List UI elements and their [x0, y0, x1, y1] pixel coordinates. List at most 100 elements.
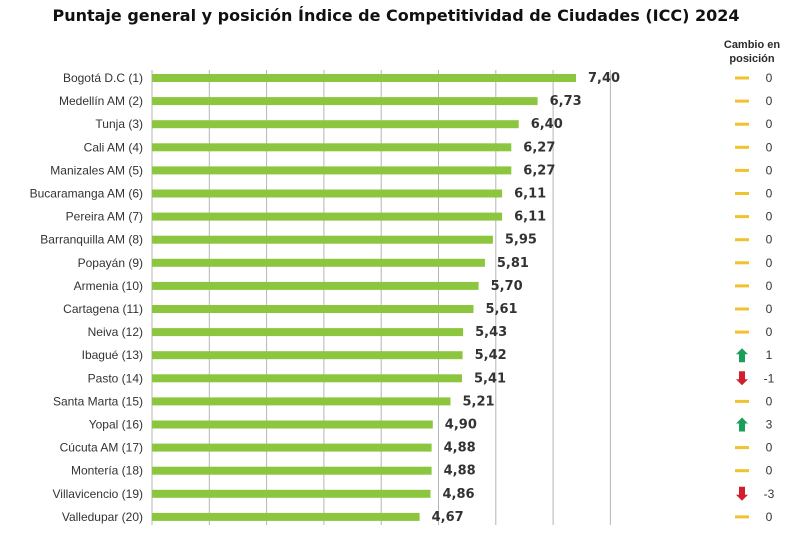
dash-icon: [735, 238, 749, 242]
chart-row: Valledupar (20) 4,67 0: [62, 510, 773, 525]
bar: [152, 281, 479, 290]
dash-icon: [735, 215, 749, 219]
dash-icon: [735, 515, 749, 519]
bar: [152, 512, 420, 521]
bar: [152, 443, 432, 452]
category-label: Pasto (14): [88, 371, 143, 385]
position-change-value: 0: [766, 117, 773, 131]
dash-icon: [735, 99, 749, 103]
bar: [152, 212, 503, 221]
chart-row: Villavicencio (19) 4,86 -3: [53, 486, 775, 502]
bar: [152, 166, 512, 175]
value-label: 5,41: [474, 371, 506, 386]
position-change-value: 0: [766, 394, 773, 408]
category-label: Bogotá D.C (1): [63, 71, 143, 85]
change-header-line2: posición: [729, 53, 775, 65]
gridlines: [151, 70, 611, 525]
dash-icon: [735, 284, 749, 288]
value-label: 6,11: [514, 210, 546, 225]
chart-row: Pereira AM (7) 6,11 0: [66, 210, 773, 225]
category-label: Cúcuta AM (17): [60, 441, 143, 455]
dash-icon: [735, 446, 749, 450]
bar: [152, 235, 493, 244]
bar: [152, 74, 576, 82]
dash-icon: [735, 330, 749, 334]
chart-row: Montería (18) 4,88 0: [71, 464, 773, 479]
dash-icon: [735, 261, 749, 265]
chart-row: Cartagena (11) 5,61 0: [63, 302, 772, 317]
value-label: 4,90: [445, 418, 477, 433]
value-label: 5,95: [505, 233, 537, 248]
value-label: 5,81: [497, 256, 529, 271]
bar: [152, 189, 503, 198]
chart-row: Cali AM (4) 6,27 0: [84, 140, 773, 155]
chart-row: Barranquilla AM (8) 5,95 0: [40, 233, 772, 248]
bar: [152, 120, 519, 129]
bar: [152, 466, 432, 475]
change-header-line1: Cambio en: [724, 39, 781, 51]
chart-row: Ibagué (13) 5,42 1: [82, 348, 773, 363]
value-label: 6,40: [531, 117, 563, 132]
position-change-value: 0: [766, 187, 773, 201]
position-change-value: 0: [766, 140, 773, 154]
category-label: Barranquilla AM (8): [40, 233, 143, 247]
bar: [152, 97, 538, 106]
value-label: 4,86: [443, 487, 475, 502]
dash-icon: [735, 399, 749, 403]
category-label: Armenia (10): [74, 279, 143, 293]
arrow-down-icon: [736, 371, 748, 386]
chart-row: Manizales AM (5) 6,27 0: [50, 163, 772, 178]
chart-title: Puntaje general y posición Índice de Com…: [52, 6, 739, 25]
value-label: 5,42: [475, 348, 507, 363]
position-change-value: 0: [766, 325, 773, 339]
dash-icon: [735, 145, 749, 149]
value-label: 6,73: [550, 94, 582, 109]
value-label: 6,11: [514, 187, 546, 202]
position-change-value: 0: [766, 441, 773, 455]
value-label: 6,27: [523, 163, 555, 178]
position-change-value: 0: [766, 302, 773, 316]
position-change-value: 0: [766, 256, 773, 270]
position-change-value: -3: [764, 487, 775, 501]
bar: [152, 351, 463, 360]
category-label: Pereira AM (7): [66, 210, 143, 224]
chart-row: Pasto (14) 5,41 -1: [88, 371, 775, 386]
value-label: 4,88: [444, 464, 476, 479]
category-label: Bucaramanga AM (6): [30, 187, 143, 201]
value-label: 7,40: [588, 71, 620, 86]
position-change-value: 0: [766, 464, 773, 478]
dash-icon: [735, 76, 749, 80]
dash-icon: [735, 469, 749, 473]
chart-row: Medellín AM (2) 6,73 0: [59, 94, 773, 109]
chart-row: Neiva (12) 5,43 0: [88, 325, 773, 340]
category-label: Valledupar (20): [62, 510, 143, 524]
position-change-value: 1: [766, 348, 773, 362]
value-label: 6,27: [523, 140, 555, 155]
category-label: Yopal (16): [89, 418, 143, 432]
position-change-value: 0: [766, 510, 773, 524]
category-label: Popayán (9): [78, 256, 143, 270]
chart-row: Santa Marta (15) 5,21 0: [53, 394, 773, 409]
position-change-value: -1: [764, 371, 775, 385]
category-label: Villavicencio (19): [53, 487, 144, 501]
position-change-value: 3: [766, 418, 773, 432]
dash-icon: [735, 307, 749, 311]
value-label: 5,70: [491, 279, 523, 294]
dash-icon: [735, 168, 749, 172]
value-label: 4,67: [432, 510, 464, 525]
position-change-value: 0: [766, 279, 773, 293]
bar: [152, 489, 431, 498]
bar: [152, 258, 485, 267]
category-label: Ibagué (13): [82, 348, 143, 362]
chart-row: Popayán (9) 5,81 0: [78, 256, 773, 271]
chart-row: Tunja (3) 6,40 0: [95, 117, 772, 132]
bar: [152, 328, 464, 337]
category-label: Cali AM (4): [84, 140, 143, 154]
chart-row: Bucaramanga AM (6) 6,11 0: [30, 187, 773, 202]
chart-row: Bogotá D.C (1) 7,40 0: [63, 71, 773, 86]
position-change-value: 0: [766, 94, 773, 108]
bar: [152, 374, 462, 383]
dash-icon: [735, 122, 749, 126]
